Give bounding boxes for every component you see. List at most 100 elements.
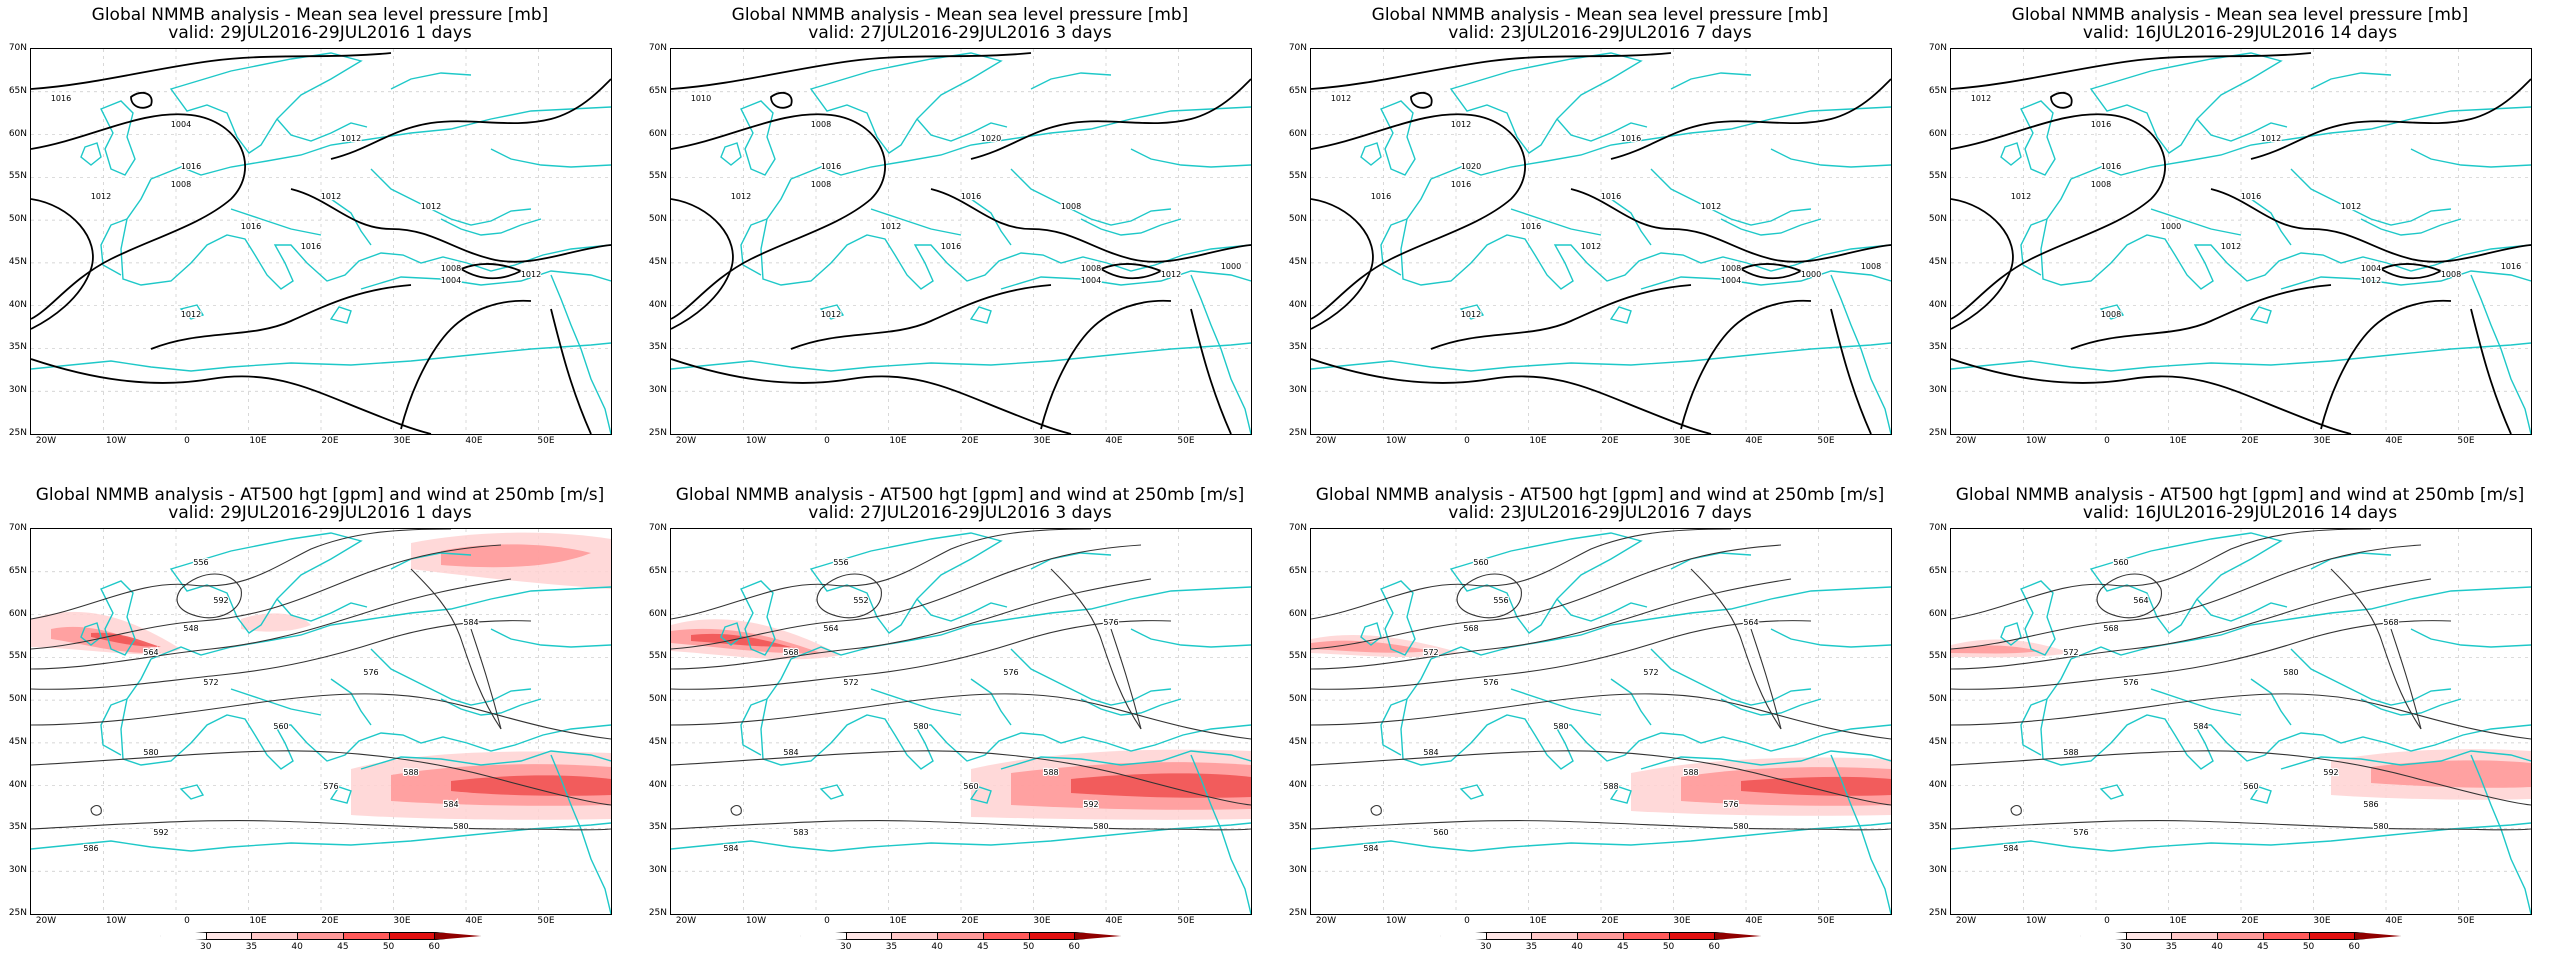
contour-label: 584 [783, 748, 798, 757]
contour-labels: 560 564 568 572 576 580 584 588 592 586 580 584 576 5… [2002, 557, 2399, 854]
wind-colorbar: 30 35 40 45 50 60 [800, 932, 1121, 952]
longitude-tick-label: 10W [105, 436, 127, 446]
contour-labels: 1010 1008 1008 1012 1016 1020 1016 1016 1012 1008… [690, 93, 1243, 320]
contour-label: 1012 [731, 192, 751, 201]
colorbar-label: 45 [2257, 942, 2269, 952]
longitude-tick-label: 50E [537, 916, 555, 926]
longitude-axis: 20W 10W 0 10E 20E 30E 40E 50E [1310, 916, 1892, 930]
longitude-tick-label: 20E [321, 436, 339, 446]
contour-label: 584 [1363, 844, 1378, 853]
longitude-axis: 20W 10W 0 10E 20E 30E 40E 50E [670, 436, 1252, 450]
longitude-tick-label: 20E [961, 916, 979, 926]
longitude-tick-label: 10E [2169, 916, 2187, 926]
panel-title: Global NMMB analysis - Mean sea level pr… [1371, 5, 1829, 25]
colorbar-cell [2125, 932, 2173, 940]
colorbar-label: 45 [1617, 942, 1629, 952]
latitude-tick-label: 60N [648, 128, 667, 139]
map-canvas: 1012 1016 1008 1012 1016 1012 1016 1012 1008 1004… [1951, 49, 2531, 434]
panel-title: Global NMMB analysis - AT500 hgt [gpm] a… [1315, 485, 1885, 505]
contour-label: 580 [2283, 668, 2298, 677]
colorbar-label: 50 [382, 942, 395, 952]
contour-label: 1008 [1861, 262, 1881, 271]
longitude-tick-label: 20E [2241, 436, 2259, 446]
contour-label: 576 [1103, 618, 1118, 627]
contour-label: 580 [2373, 822, 2388, 831]
longitude-tick-label: 30E [1673, 916, 1691, 926]
longitude-tick-label: 20E [961, 436, 979, 446]
longitude-tick-label: 10E [1529, 916, 1547, 926]
panel-title: Global NMMB analysis - Mean sea level pr… [731, 5, 1189, 25]
longitude-tick-label: 50E [1817, 436, 1835, 446]
contour-label: 592 [1083, 800, 1098, 809]
map-canvas: 556 552 564 568 572 576 580 584 588 592 580 584 583 5… [671, 529, 1251, 914]
contour-label: 1000 [1221, 262, 1241, 271]
latitude-tick-label: 55N [1288, 651, 1307, 662]
contour-label: 560 [1473, 558, 1488, 567]
contour-label: 1016 [2101, 162, 2121, 171]
coastline [1311, 532, 1891, 914]
valid-period: valid: 29JUL2016-29JUL2016 1 days [168, 23, 472, 43]
longitude-tick-label: 20W [675, 436, 697, 446]
latitude-tick-label: 30N [8, 865, 27, 876]
longitude-tick-label: 0 [2104, 916, 2110, 926]
colorbar-label: 60 [1708, 942, 1721, 952]
contour-label: 564 [1743, 618, 1758, 627]
contour-label: 1012 [1161, 270, 1181, 279]
contour-label: 1004 [1721, 276, 1741, 285]
colorbar-cell [2171, 932, 2219, 940]
contour-label: 1016 [1601, 192, 1621, 201]
latitude-tick-label: 70N [8, 523, 27, 533]
latitude-tick-label: 25N [8, 908, 27, 918]
latitude-tick-label: 60N [1288, 608, 1307, 619]
longitude-tick-label: 20W [1955, 436, 1977, 446]
colorbar-cell [1074, 932, 1121, 940]
valid-period: valid: 23JUL2016-29JUL2016 7 days [1448, 503, 1752, 523]
longitude-tick-label: 10W [2025, 916, 2047, 926]
contour-label: 588 [1603, 782, 1618, 791]
contour-label: 592 [213, 596, 228, 605]
contour-label: 586 [2363, 800, 2378, 809]
latitude-tick-label: 50N [648, 214, 667, 225]
contour-label: 1008 [2091, 180, 2111, 189]
contour-label: 552 [853, 596, 868, 605]
longitude-tick-label: 10W [105, 916, 127, 926]
latitude-tick-label: 65N [1928, 85, 1947, 96]
latitude-tick-label: 35N [1288, 822, 1307, 833]
map-area: 560 556 568 572 576 572 580 584 588 576 580 584 560 5… [1310, 528, 1892, 915]
map-panel: Global NMMB analysis - AT500 hgt [gpm] a… [0, 480, 640, 960]
longitude-tick-label: 40E [465, 436, 483, 446]
colorbar-cell [388, 932, 436, 940]
contour-label: 1004 [1081, 276, 1101, 285]
longitude-tick-label: 0 [2104, 436, 2110, 446]
latitude-tick-label: 45N [8, 256, 27, 267]
contour-label: 1012 [1461, 310, 1481, 319]
contour-lines [31, 529, 611, 831]
latitude-tick-label: 70N [648, 43, 667, 53]
contour-label: 580 [913, 722, 928, 731]
contour-label: 576 [1723, 800, 1738, 809]
longitude-tick-label: 30E [2313, 436, 2331, 446]
contour-label: 1004 [441, 276, 461, 285]
contour-label: 572 [843, 678, 858, 687]
latitude-tick-label: 40N [8, 299, 27, 310]
longitude-tick-label: 40E [1105, 436, 1123, 446]
longitude-tick-label: 0 [824, 916, 830, 926]
valid-period: valid: 27JUL2016-29JUL2016 3 days [808, 23, 1112, 43]
contour-label: 1012 [321, 192, 341, 201]
contour-label: 576 [2073, 828, 2088, 837]
contour-label: 572 [2063, 648, 2078, 657]
contour-label: 1008 [1081, 264, 1101, 273]
longitude-tick-label: 20W [1315, 436, 1337, 446]
latitude-tick-label: 70N [1288, 523, 1307, 533]
latitude-tick-label: 55N [1288, 171, 1307, 182]
map-area: 1012 1016 1008 1012 1016 1012 1016 1012 1008 1004… [1950, 48, 2532, 435]
latitude-tick-label: 60N [8, 608, 27, 619]
contour-lines [1951, 52, 2531, 434]
wind-speed-shading [31, 532, 611, 820]
contour-label: 1008 [811, 120, 831, 129]
latitude-tick-label: 35N [648, 822, 667, 833]
longitude-tick-label: 20E [321, 916, 339, 926]
colorbar-label: 40 [2211, 942, 2223, 952]
latitude-tick-label: 50N [1928, 694, 1947, 705]
colorbar-label: 30 [2119, 942, 2132, 952]
